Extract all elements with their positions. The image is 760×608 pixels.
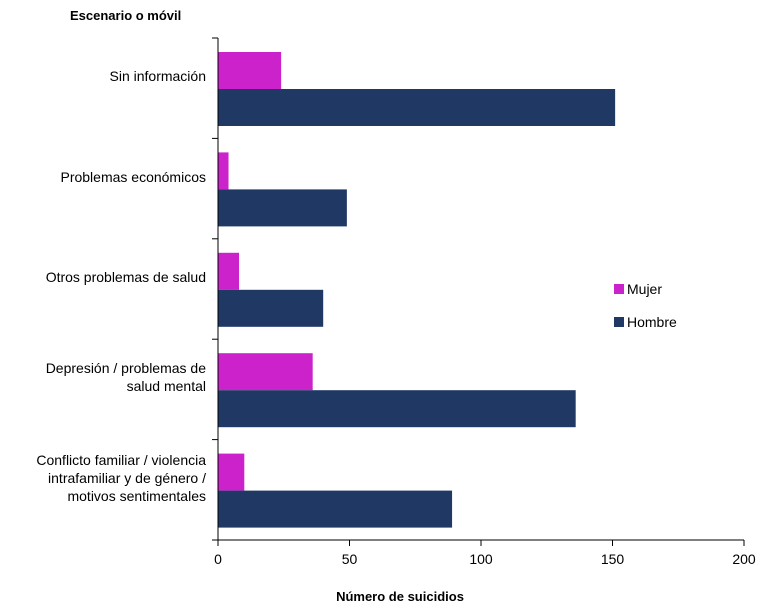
bar-hombre-0 [218, 89, 616, 126]
x-tick-label: 100 [469, 551, 493, 567]
x-tick-label: 150 [601, 551, 625, 567]
category-label: Problemas económicos [60, 168, 206, 185]
x-axis-title: Número de suicidios [336, 589, 464, 604]
legend-label-hombre: Hombre [627, 314, 677, 330]
bar-mujer-2 [218, 252, 240, 290]
category-label: Otros problemas de salud [45, 269, 206, 285]
bar-hombre-4 [218, 490, 453, 528]
legend-swatch-hombre [614, 317, 624, 327]
x-tick-label: 0 [214, 551, 222, 567]
legend-swatch-mujer [614, 284, 624, 294]
category-label: Sin información [109, 68, 207, 85]
bar-hombre-3 [218, 390, 576, 428]
x-tick-label: 200 [732, 551, 756, 567]
legend-label-mujer: Mujer [627, 281, 663, 297]
bar-mujer-4 [218, 453, 245, 491]
category-label: Depresión / problemas de salud mental [45, 360, 206, 395]
legend-item-hombre: Hombre [614, 314, 677, 330]
y-axis-title: Escenario o móvil [70, 8, 182, 23]
bar-mujer-0 [218, 52, 282, 89]
bar-mujer-3 [218, 353, 313, 391]
bar-hombre-1 [218, 189, 347, 227]
category-label: Conflicto familiar / violencia intrafami… [36, 451, 206, 504]
x-tick-label: 50 [342, 551, 358, 567]
bar-hombre-2 [218, 289, 324, 327]
bar-mujer-1 [218, 152, 229, 190]
legend-item-mujer: Mujer [614, 281, 662, 297]
